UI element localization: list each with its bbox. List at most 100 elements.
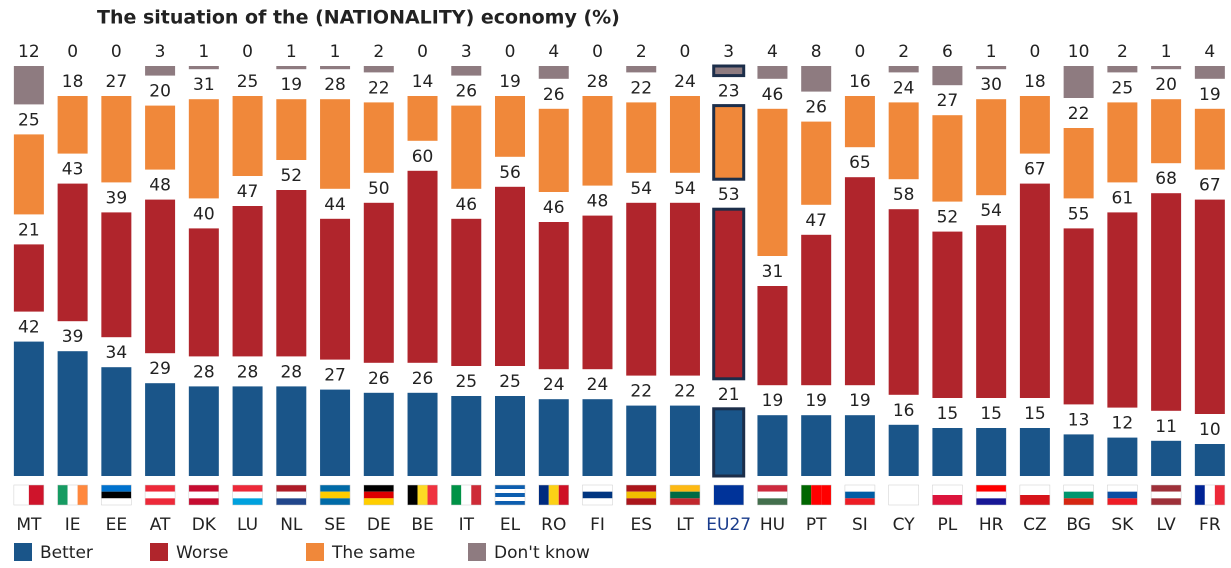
bar-segment [757,286,788,386]
value-label: 14 [412,72,434,92]
value-label: 11 [1155,417,1177,437]
flag [145,491,176,499]
x-tick-label: NL [280,515,303,535]
x-tick-label: SI [852,515,868,535]
bar-segment [976,428,1007,476]
flag [1151,485,1182,492]
flag [1107,491,1138,499]
value-label: 0 [505,42,516,62]
bar-segment [582,96,613,186]
bar-segment [1194,66,1225,79]
flag [626,498,657,505]
flag [276,485,307,492]
legend-swatch [306,543,324,561]
bar-segment [145,383,176,476]
bar-segment [276,66,307,70]
bar-segment [669,96,700,173]
flag [669,498,700,505]
flag [626,491,657,499]
legend-label: Better [40,543,93,563]
value-label: 54 [674,179,696,199]
flag-border [1194,484,1226,506]
bar-segment [801,121,832,205]
x-tick-label: CZ [1023,515,1047,535]
value-label: 24 [543,375,565,395]
chart-title: The situation of the (NATIONALITY) econo… [97,7,620,29]
flag [57,485,68,505]
bar-segment [232,96,263,176]
value-label: 46 [762,85,784,105]
bar-segment [276,99,307,160]
x-tick-label: DE [367,515,391,535]
x-tick-label: PT [806,515,827,535]
value-label: 46 [455,195,477,215]
bar-segment [888,66,919,73]
flag-border [1150,484,1182,506]
bar-segment [844,96,875,148]
flag [363,498,394,505]
bar-segment [451,66,482,76]
bar-segment [1107,212,1138,408]
flag-border [188,484,220,506]
bar-segment [669,202,700,376]
bar-segment [1151,99,1182,164]
flag [276,498,307,505]
value-label: 19 [280,75,302,95]
flag-border [276,484,307,506]
bar-segment [188,66,219,70]
flag-border [800,484,832,506]
bar-segment [976,99,1007,196]
bar-segment [844,415,875,476]
value-label: 67 [1024,160,1046,180]
flag [976,485,1007,492]
bar-segment [363,202,394,363]
flag [28,485,44,505]
bar-segment [495,186,526,366]
flag-border [144,484,176,506]
flag [976,498,1007,505]
x-tick-label: MT [16,515,42,535]
flag-border [451,484,482,506]
value-label: 26 [543,85,565,105]
bar-segment [932,115,963,202]
x-tick-label: CY [893,515,916,535]
bar-segment [101,212,132,338]
bar-segment [13,66,44,105]
bar-segment [145,66,176,76]
flag-border [1063,484,1094,506]
flag-border [582,484,613,506]
flag [713,485,744,505]
value-label: 39 [62,327,84,347]
value-label: 65 [849,153,871,173]
flag [1063,485,1094,492]
value-label: 23 [718,82,740,102]
bar-segment [712,64,746,78]
x-tick-label: SK [1111,515,1134,535]
value-label: 13 [1068,410,1090,430]
flag [407,485,418,505]
bar-segment [1063,66,1094,98]
bar-segment [320,218,351,360]
x-tick-label: LU [237,515,258,535]
flag [757,485,788,492]
flag [101,485,132,492]
value-label: 54 [980,201,1002,221]
value-label: 4 [767,42,778,62]
value-label: 8 [811,42,822,62]
flag [232,491,263,499]
flag [495,485,526,489]
flag [1204,485,1215,505]
legend-label: The same [331,543,415,563]
value-label: 10 [1199,420,1221,440]
flag [427,485,438,505]
value-label: 26 [368,369,390,389]
x-tick-label: DK [192,515,217,535]
value-label: 60 [412,147,434,167]
value-label: 56 [499,163,521,183]
flag-border [232,484,263,506]
value-label: 6 [942,42,953,62]
bar-segment [801,234,832,386]
bar-segment [1194,444,1225,476]
value-label: 18 [1024,72,1046,92]
flag-border [669,484,701,506]
